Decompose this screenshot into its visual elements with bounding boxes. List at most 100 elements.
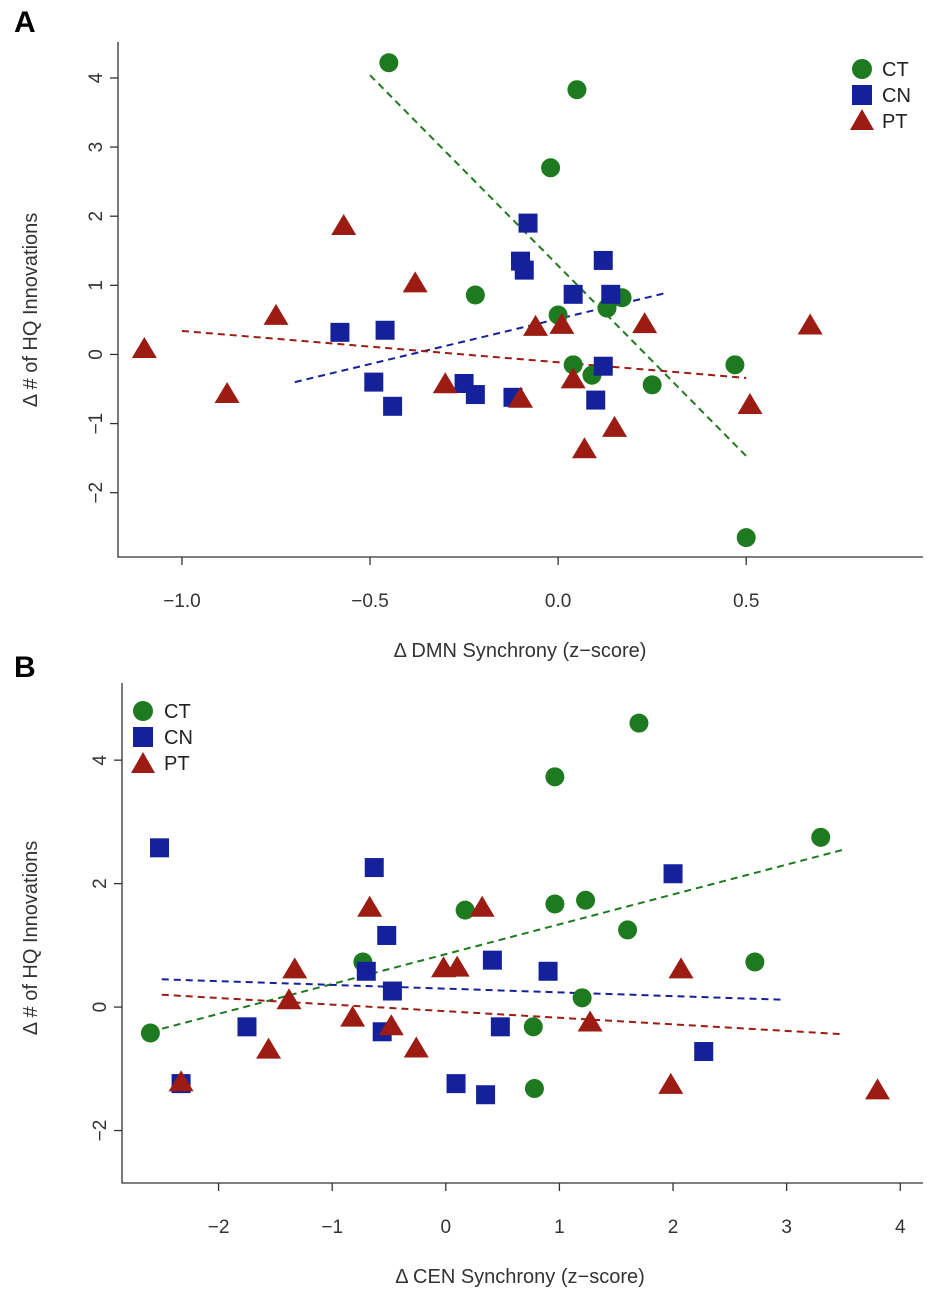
- point-ct: [455, 900, 475, 920]
- point-cn: [538, 961, 558, 981]
- point-cn: [586, 390, 606, 410]
- y-tick-label: 3: [86, 142, 107, 153]
- point-ct: [465, 285, 485, 305]
- point-pt: [214, 381, 240, 403]
- point-pt: [508, 386, 533, 408]
- panel-a-legend-cn-marker: [852, 85, 872, 105]
- panel-a-trend-lines: [181, 74, 747, 457]
- panel-a: A −1.0 −0.5 0.0 0.5 −2 −1 0 1 2 3 4 Δ DMN Synchro…: [14, 6, 923, 662]
- point-cn: [593, 250, 613, 270]
- panel-b-axes: [121, 683, 923, 1184]
- point-pt: [560, 367, 586, 389]
- y-tick-label: −2: [86, 482, 107, 504]
- panel-a-legend: CT CN PT: [850, 59, 911, 133]
- y-tick-label: 2: [90, 878, 111, 889]
- point-pt: [523, 314, 549, 336]
- y-tick-label: −1: [86, 413, 107, 435]
- panel-b-y-axis-title: Δ # of HQ Innovations: [20, 841, 42, 1036]
- point-ct: [541, 158, 561, 178]
- point-cn: [476, 1085, 496, 1105]
- point-cn: [382, 981, 402, 1001]
- point-cn: [356, 961, 376, 981]
- point-cn: [663, 864, 683, 884]
- point-pt: [658, 1072, 684, 1094]
- panel-a-legend-pt-label: PT: [882, 111, 908, 133]
- trend-line-pt: [161, 993, 844, 1036]
- x-tick-label: 0.0: [545, 591, 571, 612]
- x-tick-label: 3: [781, 1217, 792, 1238]
- point-ct: [576, 890, 596, 910]
- point-ct: [379, 53, 399, 73]
- point-pt: [571, 437, 597, 459]
- trend-line-cn: [161, 978, 782, 1001]
- point-cn: [446, 1074, 466, 1094]
- point-ct: [545, 767, 565, 787]
- x-tick-label: 0.5: [733, 591, 759, 612]
- panel-a-legend-ct-marker: [852, 59, 872, 79]
- point-pt: [602, 415, 628, 437]
- point-pt: [378, 1014, 404, 1036]
- point-pt: [403, 1036, 429, 1058]
- panel-b-legend-cn-label: CN: [164, 727, 193, 749]
- point-cn: [383, 396, 403, 416]
- panel-b-x-axis-title: Δ CEN Synchrony (z−score): [395, 1266, 645, 1288]
- panel-a-points: [131, 53, 823, 548]
- x-tick-label: −2: [208, 1217, 230, 1238]
- point-cn: [518, 213, 538, 233]
- panel-a-y-axis-title: Δ # of HQ Innovations: [20, 213, 42, 408]
- point-cn: [601, 284, 621, 304]
- x-tick-label: 4: [895, 1217, 906, 1238]
- y-tick-label: 2: [86, 211, 107, 222]
- point-pt: [331, 213, 357, 235]
- point-cn: [375, 320, 395, 340]
- panel-b-legend: CT CN PT: [131, 701, 193, 775]
- point-pt: [263, 303, 289, 325]
- point-ct: [642, 375, 662, 395]
- point-ct: [140, 1023, 160, 1043]
- point-cn: [482, 950, 502, 970]
- point-pt: [402, 271, 428, 293]
- point-pt: [865, 1078, 891, 1100]
- point-cn: [593, 356, 613, 376]
- point-ct: [745, 952, 765, 972]
- point-cn: [694, 1042, 714, 1062]
- point-pt: [797, 313, 823, 335]
- panel-b-legend-pt-label: PT: [164, 753, 190, 775]
- y-tick-label: −2: [90, 1120, 111, 1142]
- point-cn: [377, 925, 397, 945]
- point-cn: [490, 1017, 510, 1037]
- panel-a-axes: [117, 42, 923, 558]
- point-pt: [432, 372, 458, 394]
- y-tick-label: 4: [86, 72, 107, 83]
- x-tick-label: −0.5: [351, 591, 389, 612]
- point-cn: [237, 1017, 257, 1037]
- point-pt: [737, 393, 763, 415]
- y-tick-label: 4: [90, 754, 111, 765]
- panel-a-legend-pt-marker: [850, 109, 874, 130]
- trend-line-pt: [181, 329, 747, 379]
- panel-b-legend-pt-marker: [131, 752, 155, 773]
- point-pt: [444, 955, 470, 977]
- point-ct: [736, 528, 756, 548]
- point-ct: [725, 355, 745, 375]
- point-pt: [577, 1010, 603, 1032]
- point-pt: [282, 957, 308, 979]
- point-pt: [131, 337, 157, 359]
- x-tick-label: 0: [441, 1217, 452, 1238]
- y-tick-label: 0: [86, 349, 107, 360]
- point-ct: [524, 1079, 544, 1099]
- panel-a-legend-cn-label: CN: [882, 85, 911, 107]
- y-tick-label: 1: [86, 280, 107, 291]
- point-pt: [168, 1070, 194, 1092]
- point-ct: [629, 713, 649, 733]
- panel-b-legend-ct-label: CT: [164, 701, 191, 723]
- trend-line-ct: [369, 74, 747, 457]
- point-ct: [567, 80, 587, 100]
- point-ct: [545, 894, 565, 914]
- panel-b-trend-lines: [150, 848, 844, 1036]
- panel-a-label: A: [14, 6, 36, 39]
- panel-b-x-ticks: −2 −1 0 1 2 3 4: [208, 1183, 906, 1238]
- point-cn: [149, 838, 169, 858]
- point-pt: [469, 895, 495, 917]
